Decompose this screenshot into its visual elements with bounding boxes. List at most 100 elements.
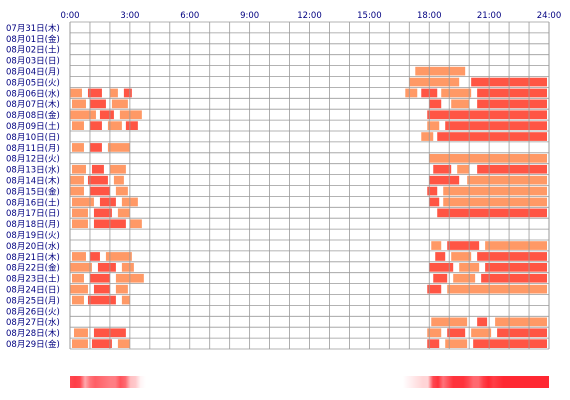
x-tick-label: 21:00: [477, 11, 502, 21]
activity-segment: [427, 110, 547, 120]
day-label: 08月29日(金): [6, 339, 60, 350]
activity-segment: [445, 121, 548, 130]
day-label: 08月22日(金): [6, 263, 60, 274]
activity-segment: [72, 208, 88, 218]
activity-segment: [87, 295, 116, 305]
day-label: 08月03日(日): [6, 57, 60, 67]
day-label: 08月08日(金): [6, 110, 60, 121]
activity-segment: [113, 175, 124, 185]
day-label: 08月27日(水): [6, 317, 60, 328]
activity-segment: [121, 295, 130, 305]
activity-segment: [97, 263, 116, 272]
activity-segment: [70, 284, 88, 294]
activity-segment: [70, 186, 84, 196]
day-label: 08月23日(土): [6, 274, 60, 285]
day-label: 08月16日(土): [6, 197, 60, 208]
x-axis-tick-labels: 0:00 3:00 6:00 9:00 12:00 15:00 18:00 21:00 24:0…: [60, 11, 561, 21]
activity-segment: [495, 317, 547, 327]
x-tick-label: 0:00: [60, 11, 79, 21]
activity-segment: [427, 284, 442, 294]
day-labels: 07月31日(木)08月01日(金)08月02日(土)08月03日(日)08月0…: [6, 23, 60, 350]
activity-segment: [447, 328, 466, 338]
activity-segment: [477, 252, 547, 261]
activity-segment: [433, 164, 452, 174]
activity-segment: [451, 252, 472, 261]
day-label: 08月06日(水): [6, 88, 60, 99]
activity-segment: [429, 197, 440, 207]
day-label: 08月09日(土): [6, 121, 60, 132]
activity-segment: [447, 284, 547, 294]
activity-segment: [70, 175, 84, 185]
x-tick-label: 3:00: [120, 11, 139, 21]
activity-segment: [72, 143, 84, 152]
activity-segment: [72, 295, 84, 305]
activity-segment: [89, 186, 110, 196]
activity-segment: [109, 164, 126, 174]
activity-segment: [119, 110, 142, 120]
activity-segment: [123, 88, 132, 98]
activity-segment: [477, 88, 547, 98]
day-label: 08月07日(木): [6, 99, 60, 110]
activity-segment: [485, 241, 547, 250]
activity-segment: [99, 197, 116, 207]
activity-segment: [109, 88, 118, 98]
activity-segment: [72, 339, 88, 348]
activity-segment: [429, 263, 454, 272]
activity-segment: [421, 132, 434, 141]
x-tick-label: 9:00: [240, 11, 259, 21]
activity-segment: [477, 317, 488, 327]
activity-segment: [429, 99, 442, 109]
activity-segment: [89, 273, 110, 283]
day-label: 07月31日(木): [6, 23, 60, 34]
activity-segment: [485, 263, 547, 272]
activity-segment: [433, 273, 448, 283]
activity-segment: [451, 99, 470, 109]
activity-segment: [107, 121, 122, 130]
x-tick-label: 6:00: [180, 11, 199, 21]
activity-segment: [437, 208, 547, 218]
activity-segment: [107, 143, 130, 152]
activity-segment: [91, 164, 104, 174]
activity-segment: [72, 219, 88, 229]
activity-segment: [427, 339, 440, 348]
activity-segment: [111, 99, 128, 109]
activity-segment: [72, 252, 86, 261]
activity-segment: [409, 77, 460, 87]
activity-segment: [471, 328, 492, 338]
x-tick-label: 15:00: [357, 11, 382, 21]
activity-segment: [70, 263, 92, 272]
activity-segment: [72, 121, 84, 130]
activity-segment: [89, 121, 102, 130]
activity-segment: [93, 208, 112, 218]
day-label: 08月28日(木): [6, 328, 60, 339]
activity-segment: [70, 88, 82, 98]
activity-segment: [99, 110, 114, 120]
day-label: 08月11日(月): [6, 144, 60, 154]
activity-segment: [467, 175, 547, 185]
day-label: 08月17日(日): [6, 209, 60, 219]
activity-segment: [72, 273, 84, 283]
day-label: 08月01日(金): [6, 34, 60, 45]
activity-segment: [473, 339, 548, 348]
activity-segment: [497, 328, 548, 338]
day-label: 08月02日(土): [6, 45, 60, 56]
activity-segment: [73, 328, 88, 338]
activity-segment: [429, 175, 460, 185]
activity-segment: [427, 186, 438, 196]
activity-segment: [105, 252, 132, 261]
day-label: 08月18日(月): [6, 220, 60, 230]
day-label: 08月26日(火): [6, 307, 60, 317]
activity-segment: [125, 121, 138, 130]
activity-segment: [427, 121, 440, 130]
day-label: 08月04日(月): [6, 68, 60, 78]
day-label: 08月21日(木): [6, 252, 60, 263]
x-tick-label: 18:00: [417, 11, 442, 21]
activity-segment: [457, 164, 470, 174]
day-label: 08月15日(金): [6, 186, 60, 197]
activity-segment: [443, 186, 547, 196]
activity-segment: [477, 99, 547, 109]
activity-segment: [72, 164, 86, 174]
activity-segment: [87, 88, 102, 98]
day-label: 08月13日(水): [6, 165, 60, 176]
